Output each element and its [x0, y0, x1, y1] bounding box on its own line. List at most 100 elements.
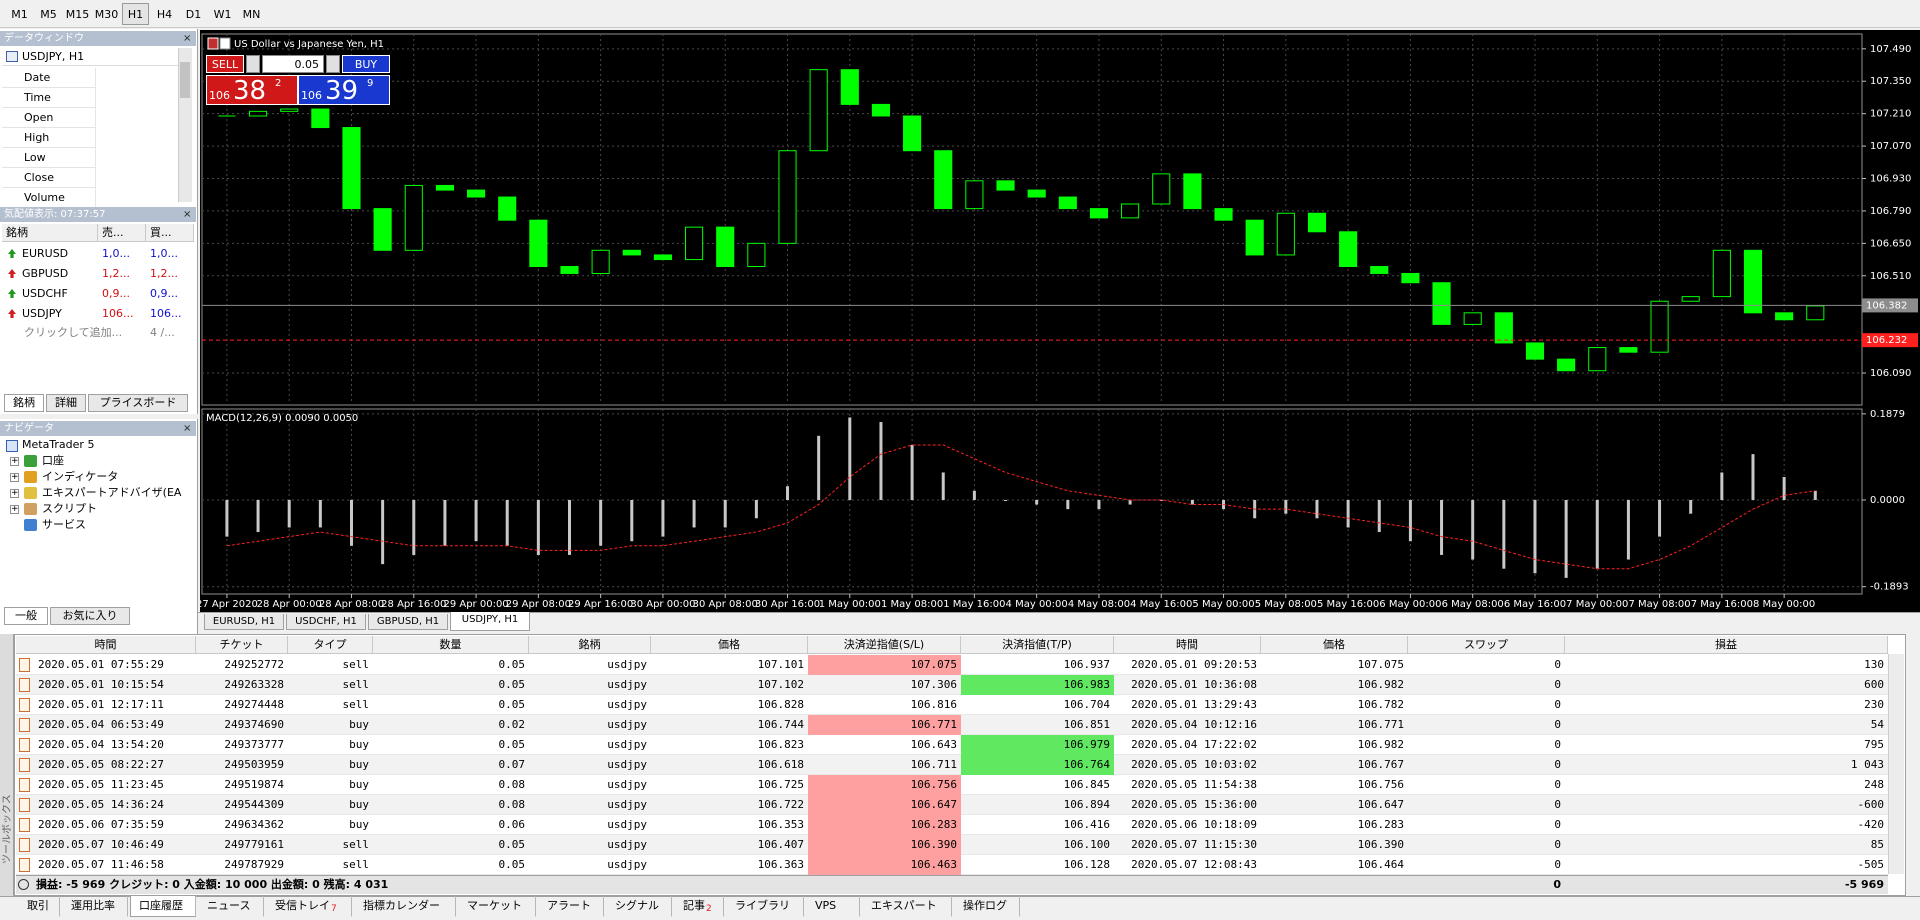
nav-item[interactable]: インディケータ — [42, 470, 119, 483]
table-cell: 0.05 — [498, 858, 526, 871]
timeframe-button[interactable]: W1 — [213, 8, 232, 21]
bottom-tab[interactable]: エキスパート — [862, 896, 952, 917]
panel-title: ナビゲータ — [0, 421, 196, 436]
chart-tab[interactable]: EURUSD, H1 — [204, 614, 284, 630]
nav-item[interactable]: 口座 — [42, 454, 64, 467]
x-tick-label: 4 May 00:00 — [1006, 599, 1068, 610]
column-header[interactable]: スワップ — [1408, 636, 1565, 654]
column-header[interactable]: 買... — [146, 224, 194, 242]
table-row[interactable] — [16, 695, 1888, 715]
table-cell: 106.353 — [757, 818, 804, 831]
bottom-tab[interactable]: 運用比率 — [62, 896, 128, 917]
y-tick-label: 106.650 — [1870, 238, 1911, 249]
candle — [653, 254, 673, 261]
column-header[interactable]: 価格 — [651, 636, 808, 654]
bottom-tab[interactable]: ニュース — [198, 896, 264, 917]
bottom-tab[interactable]: 指標カレンダー — [354, 896, 456, 917]
chart-tab[interactable]: USDCHF, H1 — [286, 614, 366, 630]
toolbar — [0, 0, 1920, 28]
symbol-name[interactable]: GBPUSD — [22, 267, 69, 280]
close-button[interactable]: × — [183, 209, 192, 220]
chart-tab[interactable]: GBPUSD, H1 — [368, 614, 448, 630]
column-header[interactable]: チケット — [196, 636, 288, 654]
table-row[interactable] — [16, 675, 1888, 695]
bottom-tab[interactable]: VPS — [806, 896, 860, 917]
table-row[interactable] — [16, 735, 1888, 755]
panel-tab[interactable]: プライスボード — [88, 394, 188, 412]
table-row[interactable] — [16, 755, 1888, 775]
bottom-tab[interactable]: 受信トレイ7 — [266, 896, 352, 917]
expand-box[interactable]: + — [10, 473, 19, 482]
column-header[interactable]: 数量 — [373, 636, 529, 654]
buy-price-box[interactable]: 106 39 9 — [298, 75, 390, 105]
macd-bar — [318, 499, 322, 528]
bottom-tab[interactable]: アラート — [538, 896, 604, 917]
timeframe-button[interactable]: H1 — [122, 3, 149, 25]
candle — [1307, 212, 1327, 233]
timeframe-button[interactable]: M1 — [11, 8, 28, 21]
candle — [591, 249, 610, 274]
column-header[interactable]: 決済逆指値(S/L) — [808, 636, 961, 654]
volume-up[interactable] — [326, 55, 340, 73]
close-button[interactable]: × — [183, 33, 192, 44]
bottom-tab[interactable]: 記事2 — [674, 896, 724, 917]
x-tick-label: 6 May 16:00 — [1504, 599, 1566, 610]
close-button[interactable]: × — [183, 423, 192, 434]
panel-tab[interactable]: お気に入り — [50, 607, 130, 625]
column-header[interactable]: 銘柄 — [2, 224, 98, 242]
buy-button[interactable]: BUY — [342, 55, 390, 73]
timeframe-button[interactable]: M30 — [94, 8, 119, 21]
level-label: 106.232 — [1866, 335, 1907, 346]
nav-item[interactable]: エキスパートアドバイザ(EA — [42, 486, 182, 499]
expand-box[interactable]: + — [10, 457, 19, 466]
x-tick-label: 30 Apr 16:00 — [755, 599, 820, 610]
bottom-tab[interactable]: シグナル — [606, 896, 672, 917]
timeframe-button[interactable]: D1 — [185, 8, 202, 21]
sell-price-box[interactable]: 106 38 2 — [206, 75, 298, 105]
symbol-name[interactable]: USDJPY — [22, 307, 62, 320]
table-cell: 106.416 — [1063, 818, 1110, 831]
sell-button[interactable]: SELL — [206, 55, 244, 73]
volume-input[interactable]: 0.05 — [262, 55, 324, 73]
bottom-tab[interactable]: 口座履歴 — [130, 896, 196, 917]
panel-tab[interactable]: 一般 — [4, 607, 48, 625]
bottom-tab[interactable]: 操作ログ — [954, 896, 1020, 917]
timeframe-button[interactable]: MN — [242, 8, 261, 21]
column-header[interactable]: タイプ — [288, 636, 373, 654]
column-header[interactable]: 価格 — [1261, 636, 1408, 654]
symbol-name[interactable]: EURUSD — [22, 247, 69, 260]
panel-tab[interactable]: 詳細 — [46, 394, 86, 412]
timeframe-button[interactable]: M15 — [65, 8, 90, 21]
nav-icon — [24, 487, 37, 499]
chart-tab[interactable]: USDJPY, H1 — [450, 612, 530, 631]
table-cell: 2020.05.05 11:54:38 — [1131, 778, 1257, 791]
timeframe-button[interactable]: M5 — [40, 8, 57, 21]
candle — [1494, 312, 1513, 344]
add-symbol[interactable]: クリックして追加... — [24, 326, 123, 339]
table-cell: sell — [342, 658, 370, 671]
expand-box[interactable]: + — [10, 505, 19, 514]
candle — [1525, 342, 1545, 360]
column-header[interactable]: 時間 — [16, 636, 196, 654]
nav-root[interactable]: MetaTrader 5 — [22, 438, 95, 451]
nav-item[interactable]: スクリプト — [42, 502, 97, 515]
volume-down[interactable] — [246, 55, 260, 73]
panel-tab[interactable]: 銘柄 — [4, 394, 44, 412]
nav-item[interactable]: サービス — [42, 518, 86, 531]
candle — [1619, 347, 1638, 353]
timeframe-button[interactable]: H4 — [156, 8, 173, 21]
expand-box[interactable]: + — [10, 489, 19, 498]
bottom-tab[interactable]: マーケット — [458, 896, 536, 917]
column-header[interactable]: 売... — [98, 224, 146, 242]
column-header[interactable]: 損益 — [1565, 636, 1888, 654]
tab-label: ニュース — [207, 899, 251, 912]
symbol-name[interactable]: USDCHF — [22, 287, 68, 300]
symbol-count: 4 /... — [150, 326, 175, 339]
column-header[interactable]: 時間 — [1114, 636, 1261, 654]
column-header[interactable]: 決済指値(T/P) — [961, 636, 1114, 654]
column-header[interactable]: 銘柄 — [529, 636, 651, 654]
bottom-tab[interactable]: 取引 — [18, 896, 60, 917]
x-tick-label: 5 May 00:00 — [1192, 599, 1254, 610]
table-cell: 2020.05.05 10:03:02 — [1131, 758, 1257, 771]
bottom-tab[interactable]: ライブラリ — [726, 896, 804, 917]
